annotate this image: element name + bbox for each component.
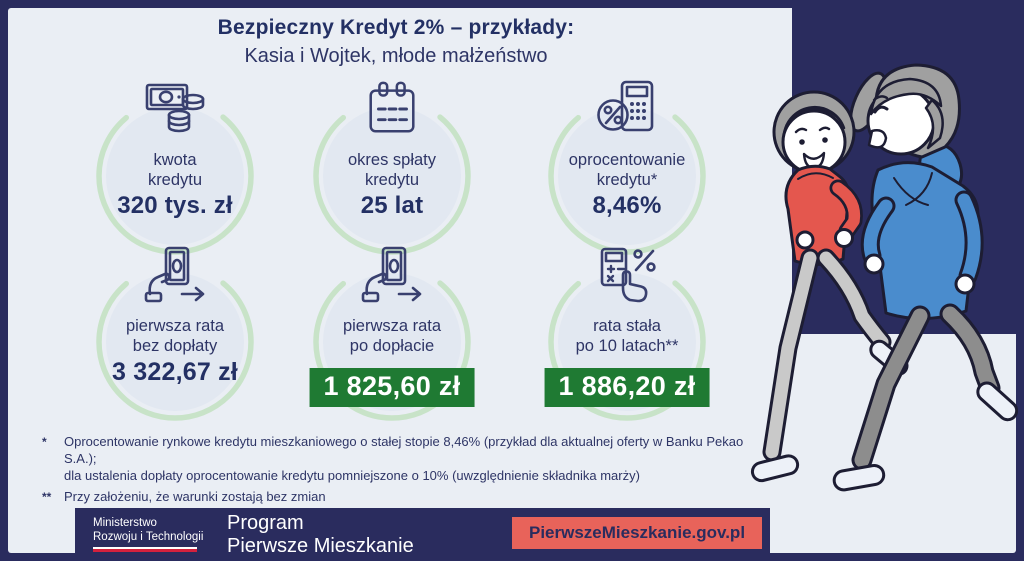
stat-label: oprocentowanie <box>568 151 686 169</box>
stat-fixed-installment: rata stała po 10 latach** 1 886,20 zł <box>544 247 710 422</box>
stat-loan-period: okres spłaty kredytu 25 lat <box>312 81 472 256</box>
gov-website-badge[interactable]: PierwszeMieszkanie.gov.pl <box>512 517 763 549</box>
calculator-finger-icon <box>591 244 663 306</box>
poland-flag-underline <box>93 547 197 552</box>
stat-value: 3 322,67 zł <box>112 358 238 386</box>
stat-first-installment-with-subsidy: pierwsza rata po dopłacie 1 825,60 zł <box>309 246 475 422</box>
footnote-1: * Oprocentowanie rynkowe kredytu mieszka… <box>42 433 772 484</box>
footnote-marker: ** <box>42 490 52 504</box>
stat-value: 8,46% <box>592 192 662 219</box>
stat-label: rata stała <box>593 317 661 335</box>
ministry-line1: Ministerstwo <box>93 517 157 529</box>
stat-value-highlight: 1 886,20 zł <box>544 368 710 407</box>
program-line2: Pierwsze Mieszkanie <box>227 535 414 557</box>
green-ring <box>313 263 471 421</box>
stat-label: okres spłaty <box>347 151 437 169</box>
woman-figure <box>750 71 909 483</box>
hand-payment-icon <box>356 244 428 306</box>
man-figure <box>832 63 1018 492</box>
stat-interest-rate: oprocentowanie kredytu* 8,46% <box>547 80 707 256</box>
ministry-line2: Rozwoju i Technologii <box>93 531 204 543</box>
footnote-text: dla ustalenia dopłaty oprocentowanie kre… <box>64 468 640 483</box>
stat-value: 25 lat <box>360 192 424 219</box>
stat-label: pierwsza rata <box>125 317 225 335</box>
footnotes: * Oprocentowanie rynkowe kredytu mieszka… <box>42 433 772 510</box>
footnote-text: Przy założeniu, że warunki zostają bez z… <box>64 489 326 504</box>
stat-label: po dopłacie <box>349 337 435 355</box>
page-title: Bezpieczny Kredyt 2% – przykłady: <box>217 16 575 39</box>
calendar-icon <box>356 78 428 140</box>
footnote-text: Oprocentowanie rynkowe kredytu mieszkani… <box>64 434 744 466</box>
stat-first-installment-no-subsidy: pierwsza rata bez dopłaty 3 322,67 zł <box>95 246 255 422</box>
money-icon <box>139 78 211 140</box>
stat-label: bez dopłaty <box>132 337 218 355</box>
page-subtitle: Kasia i Wojtek, młode małżeństwo <box>244 45 548 67</box>
program-line1: Program <box>227 512 304 534</box>
stat-label: kredytu <box>364 171 420 189</box>
stat-value-highlight: 1 825,60 zł <box>309 368 475 407</box>
calculator-percent-icon <box>591 78 663 140</box>
green-ring <box>96 263 254 421</box>
stat-label: kredytu <box>147 171 203 189</box>
stat-label: pierwsza rata <box>342 317 442 335</box>
green-ring <box>548 263 706 421</box>
program-title: Program Pierwsze Mieszkanie <box>227 512 414 558</box>
header: Bezpieczny Kredyt 2% – przykłady: Kasia … <box>0 16 792 68</box>
stat-label: kwota <box>153 151 197 169</box>
ministry-logo: Ministerstwo Rozwoju i Technologii <box>93 516 203 544</box>
hand-payment-icon <box>139 244 211 306</box>
jogging-couple-illustration <box>750 63 1018 492</box>
stat-value: 320 tys. zł <box>117 192 233 219</box>
footnote-2: ** Przy założeniu, że warunki zostają be… <box>42 488 772 506</box>
stat-label: po 10 latach** <box>575 337 679 355</box>
stat-circle-bg <box>106 273 244 411</box>
stat-label: kredytu* <box>596 171 658 189</box>
footer-bar: Ministerstwo Rozwoju i Technologii Progr… <box>75 508 770 561</box>
footnote-marker: * <box>42 435 47 449</box>
stat-loan-amount: kwota kredytu 320 tys. zł <box>95 83 255 256</box>
